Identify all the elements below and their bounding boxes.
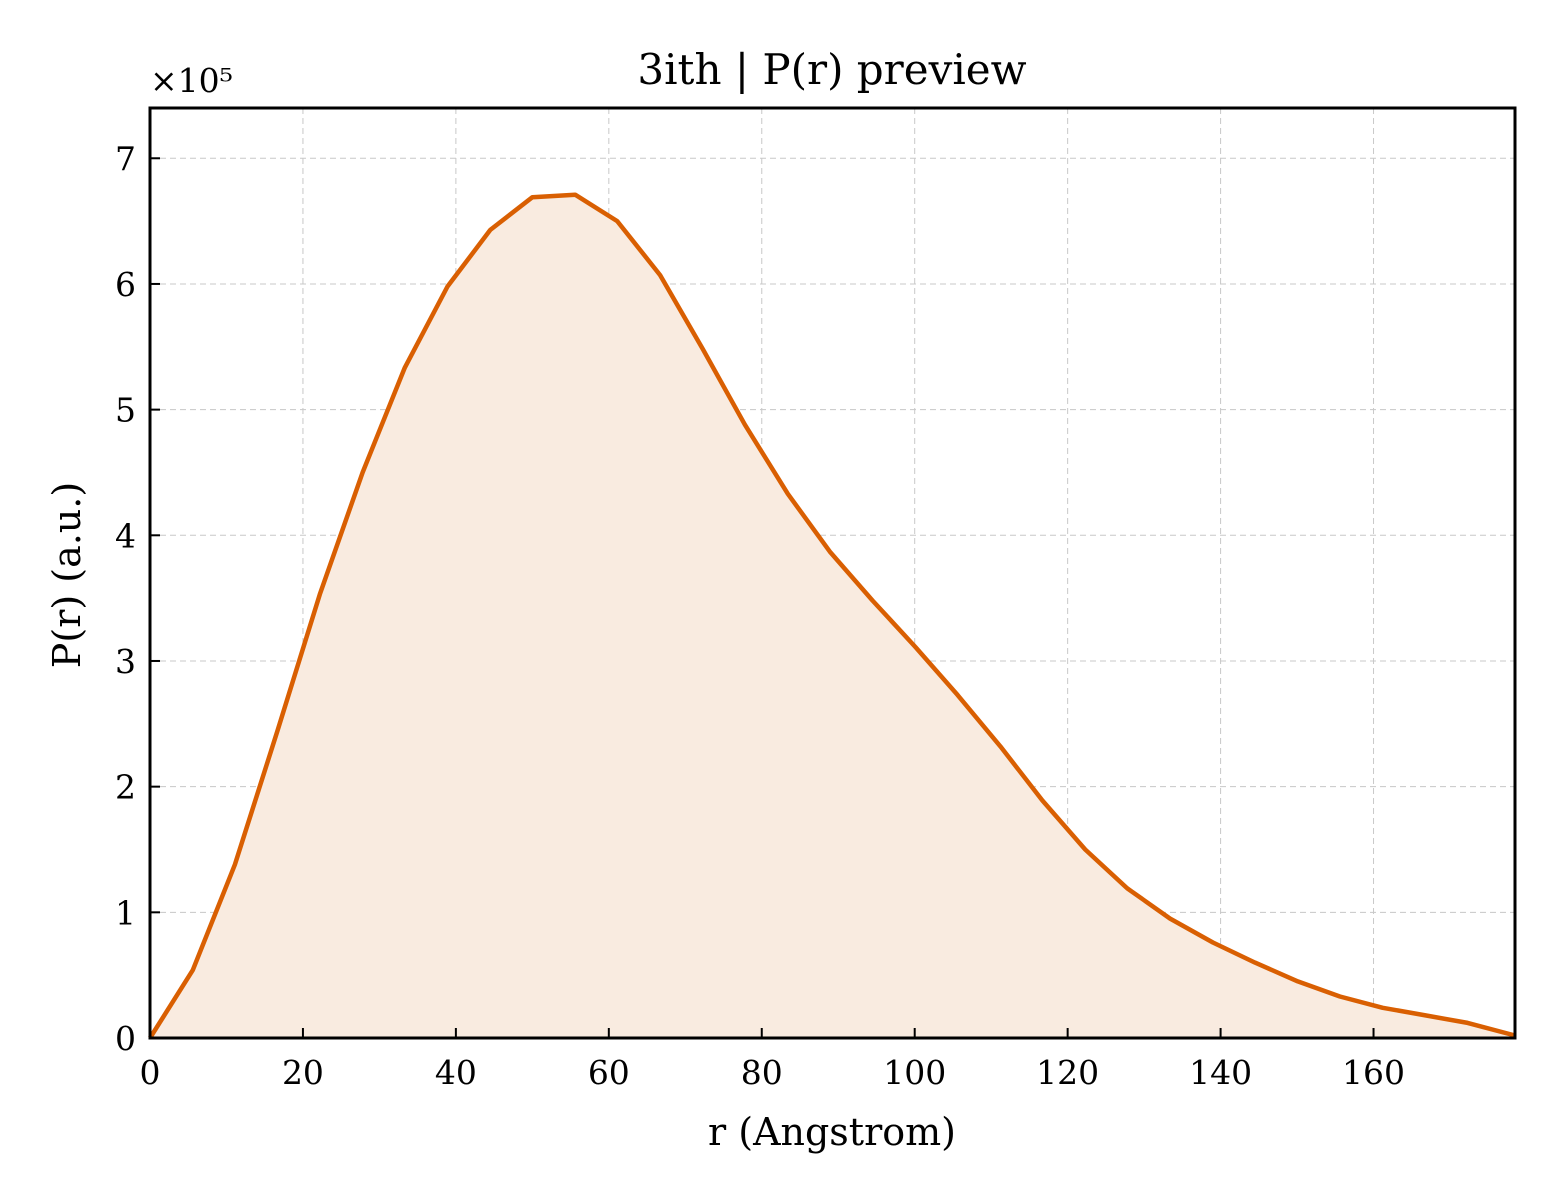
y-axis-label: P(r) (a.u.): [45, 482, 89, 668]
chart-title: 3ith | P(r) preview: [637, 45, 1026, 94]
y-tick-label: 2: [115, 768, 136, 807]
x-tick-label: 80: [741, 1053, 783, 1092]
x-axis: 0 20 40 60 80 100 120 140 160: [140, 1028, 1405, 1092]
x-tick-label: 100: [883, 1053, 946, 1092]
y-offset-label: ×10⁵: [150, 61, 233, 100]
series-line: [148, 192, 1516, 1040]
x-axis-label: r (Angstrom): [708, 1110, 956, 1154]
y-axis: 0 1 2 3 4 5 6 7: [115, 139, 160, 1058]
x-tick-label: 160: [1342, 1053, 1405, 1092]
y-tick-label: 3: [115, 642, 136, 681]
x-tick-label: 40: [435, 1053, 477, 1092]
y-tick-label: 1: [115, 893, 136, 932]
y-tick-label: 4: [115, 516, 136, 555]
y-tick-label: 7: [115, 139, 136, 178]
x-tick-label: 20: [282, 1053, 324, 1092]
plot-frame: [148, 106, 1517, 1040]
y-tick-label: 0: [115, 1019, 136, 1058]
x-tick-label: 120: [1036, 1053, 1099, 1092]
x-tick-label: 0: [140, 1053, 161, 1092]
x-tick-label: 60: [588, 1053, 630, 1092]
y-tick-label: 5: [115, 391, 136, 430]
area-fill: [150, 194, 1515, 1038]
x-tick-label: 140: [1189, 1053, 1252, 1092]
y-tick-label: 6: [115, 265, 136, 304]
